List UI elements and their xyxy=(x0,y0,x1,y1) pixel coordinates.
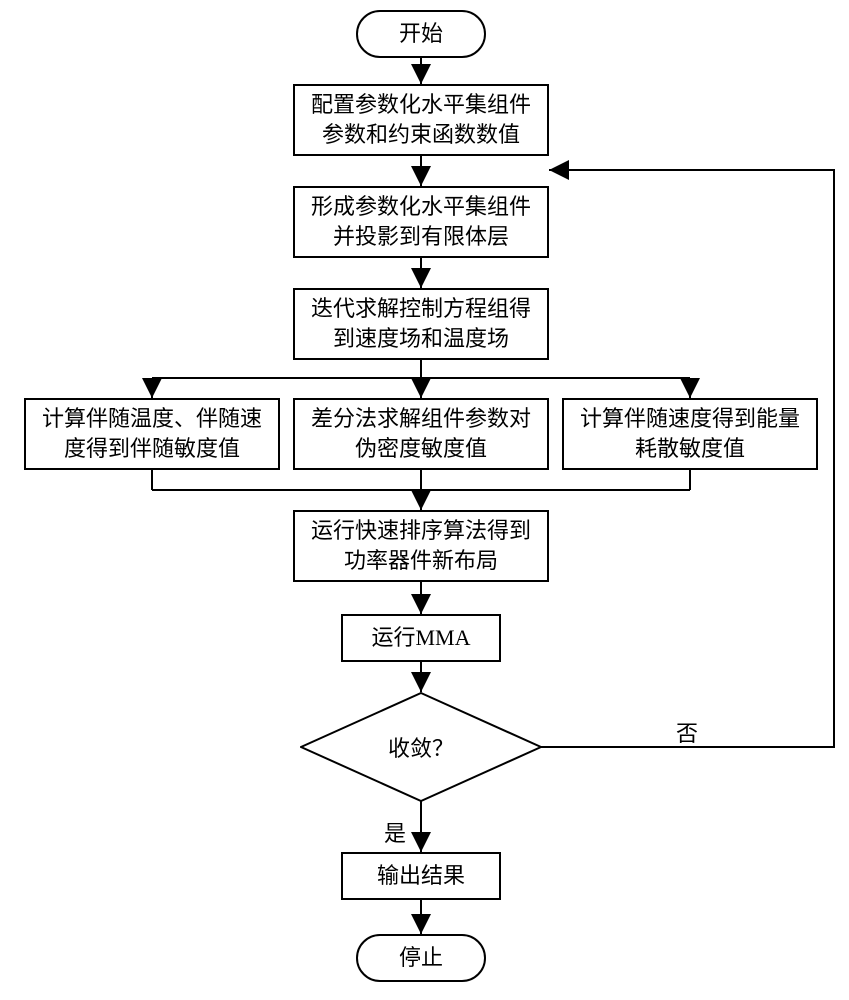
node-quicksort-layout-label: 运行快速排序算法得到功率器件新布局 xyxy=(307,516,535,575)
flowchart-canvas: 开始 配置参数化水平集组件参数和约束函数数值 形成参数化水平集组件并投影到有限体… xyxy=(0,0,849,1000)
node-quicksort-layout: 运行快速排序算法得到功率器件新布局 xyxy=(293,510,549,582)
node-run-mma-label: 运行MMA xyxy=(371,623,470,653)
node-start: 开始 xyxy=(356,10,486,58)
node-adjoint-temp-vel-label: 计算伴随温度、伴随速度得到伴随敏度值 xyxy=(38,404,266,463)
node-config-params-label: 配置参数化水平集组件参数和约束函数数值 xyxy=(307,90,535,149)
node-converge-decision: 收敛？ xyxy=(300,692,542,802)
edge-label-no: 否 xyxy=(676,716,698,748)
edge-label-yes: 是 xyxy=(384,816,406,848)
node-energy-dissipation-label: 计算伴随速度得到能量耗散敏度值 xyxy=(576,404,804,463)
node-form-levelset-label: 形成参数化水平集组件并投影到有限体层 xyxy=(307,192,535,251)
node-iterative-solve-label: 迭代求解控制方程组得到速度场和温度场 xyxy=(307,294,535,353)
node-output-result: 输出结果 xyxy=(341,852,501,900)
node-start-label: 开始 xyxy=(399,19,443,49)
node-finite-diff: 差分法求解组件参数对伪密度敏度值 xyxy=(293,398,549,470)
node-stop-label: 停止 xyxy=(399,943,443,973)
node-energy-dissipation: 计算伴随速度得到能量耗散敏度值 xyxy=(562,398,818,470)
node-config-params: 配置参数化水平集组件参数和约束函数数值 xyxy=(293,84,549,156)
node-stop: 停止 xyxy=(356,934,486,982)
node-converge-label: 收敛？ xyxy=(388,731,454,763)
node-adjoint-temp-vel: 计算伴随温度、伴随速度得到伴随敏度值 xyxy=(24,398,280,470)
node-finite-diff-label: 差分法求解组件参数对伪密度敏度值 xyxy=(307,404,535,463)
node-form-levelset: 形成参数化水平集组件并投影到有限体层 xyxy=(293,186,549,258)
node-output-result-label: 输出结果 xyxy=(377,861,465,891)
node-run-mma: 运行MMA xyxy=(341,614,501,662)
node-iterative-solve: 迭代求解控制方程组得到速度场和温度场 xyxy=(293,288,549,360)
